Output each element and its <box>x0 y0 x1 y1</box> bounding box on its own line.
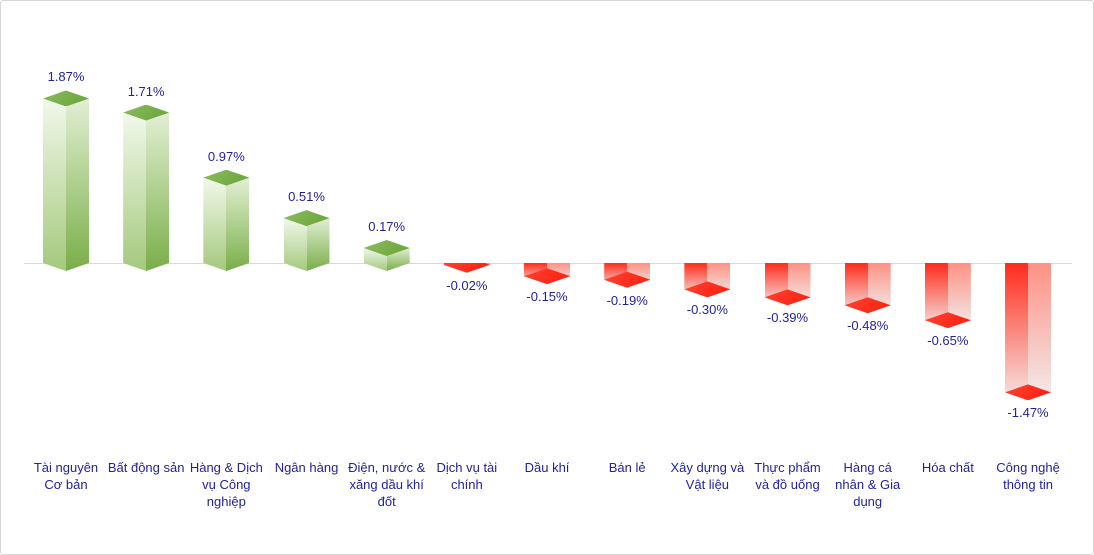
bar-bottom-cap <box>604 271 651 288</box>
value-label: 0.17% <box>368 219 406 235</box>
category-label: Công nghệ thông tin <box>996 460 1060 492</box>
bar-top-cap <box>43 90 89 107</box>
bar-top-cap <box>363 240 410 257</box>
bar <box>203 169 250 271</box>
value-label: -0.19% <box>606 292 648 308</box>
bar-faces <box>43 98 89 271</box>
bar-bottom-cap <box>524 268 571 285</box>
value-label: -0.48% <box>847 318 889 334</box>
bar-bottom-cap <box>844 297 891 314</box>
bar-bottom-cap <box>924 312 971 329</box>
bar <box>924 263 971 329</box>
bar-faces <box>1005 263 1051 400</box>
category-label: Bất động sản <box>107 460 185 475</box>
bar-faces <box>925 263 971 328</box>
value-label: 1.71% <box>127 83 165 99</box>
bar-face-left <box>1005 263 1028 400</box>
bar-faces <box>203 178 249 271</box>
value-label: -0.02% <box>446 277 488 293</box>
value-label: -0.39% <box>766 310 809 326</box>
bar-bottom-cap <box>684 281 731 298</box>
value-label: 1.87% <box>47 69 85 85</box>
category-label: Ngân hàng <box>274 460 339 475</box>
bar-bottom-cap <box>1005 384 1052 401</box>
value-label: -1.47% <box>1007 405 1049 421</box>
bar <box>844 263 891 314</box>
category-label: Bán lẻ <box>608 460 646 475</box>
bar <box>123 104 170 271</box>
category-label: Dịch vụ tài chính <box>436 460 498 492</box>
bar-face-left <box>925 263 948 328</box>
bar-face-right <box>226 178 249 271</box>
category-label: Hàng cá nhân & Gia dụng <box>835 460 901 509</box>
value-label: -0.15% <box>526 289 568 305</box>
category-label: Tài nguyên Cơ bản <box>33 460 99 492</box>
bar <box>283 210 330 271</box>
bar-faces <box>123 113 169 271</box>
bar <box>43 90 89 271</box>
value-label: -0.30% <box>686 302 728 318</box>
bar <box>1005 263 1052 401</box>
category-label: Thực phẩm và đồ uống <box>754 460 821 492</box>
value-label: 0.97% <box>207 148 245 164</box>
bar-top-cap <box>123 104 170 121</box>
category-label: Hóa chất <box>921 460 974 475</box>
bar-top-cap <box>283 210 330 227</box>
bar-top-cap <box>203 169 250 186</box>
bar-face-right <box>307 218 330 271</box>
bar <box>764 263 811 306</box>
bar-face-right <box>948 263 971 328</box>
bar <box>684 263 731 298</box>
bar <box>604 263 651 288</box>
bar-bottom-cap <box>443 263 490 273</box>
category-label: Xây dựng và Vật liệu <box>670 460 745 492</box>
value-label: -0.65% <box>927 333 969 349</box>
category-label: Điện, nước & xăng dầu khí đốt <box>348 460 426 509</box>
bar <box>524 263 571 285</box>
bar-face-right <box>1028 263 1051 400</box>
category-label: Dầu khí <box>524 460 570 475</box>
bar-face-left <box>123 113 146 271</box>
bar-face-left <box>284 218 307 271</box>
bar <box>363 240 410 271</box>
bar-face-left <box>43 98 66 271</box>
value-label: 0.51% <box>288 189 325 205</box>
bar-faces <box>284 218 330 271</box>
bar-face-left <box>203 178 226 271</box>
category-label: Hàng & Dịch vụ Công nghiệp <box>189 460 263 509</box>
bar <box>443 263 490 273</box>
bar-face-right <box>66 98 89 271</box>
bar-face-right <box>146 113 169 271</box>
bar-bottom-cap <box>764 289 811 306</box>
